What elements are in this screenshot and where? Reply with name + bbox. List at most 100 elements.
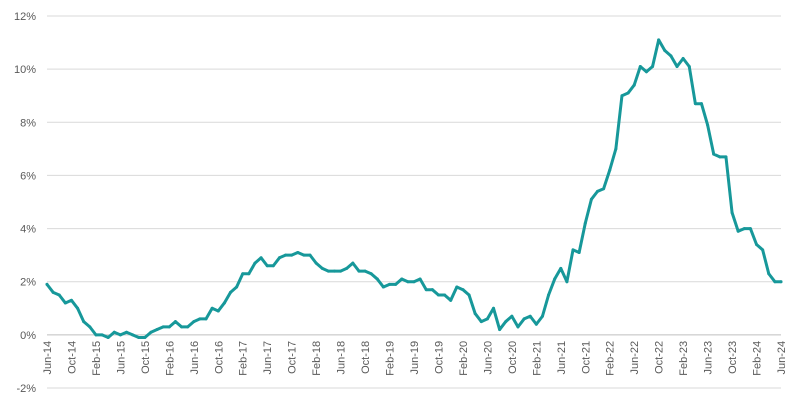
data-point — [351, 261, 355, 265]
y-axis-tick-labels: -2% 0% 2% 4% 6% 8% 10% 12% — [14, 11, 36, 395]
data-point — [467, 293, 471, 297]
data-point — [761, 248, 765, 252]
data-point — [516, 325, 520, 329]
data-point — [100, 333, 104, 337]
data-point — [308, 253, 312, 257]
data-point — [522, 317, 526, 321]
data-point — [131, 333, 135, 337]
x-axis-tick-labels: Jun-14 Oct-14 Feb-15 Jun-15 Oct-15 Feb-16 Jun-… — [42, 341, 788, 376]
data-point — [314, 261, 318, 265]
data-point — [45, 282, 49, 286]
x-tick-label: Oct-21 — [580, 341, 592, 374]
data-point — [510, 314, 514, 318]
data-point — [259, 256, 263, 260]
data-point — [204, 317, 208, 321]
data-point — [363, 269, 367, 273]
x-tick-label: Jun-18 — [336, 341, 348, 375]
x-tick-label: Jun-20 — [482, 341, 494, 375]
data-point — [241, 272, 245, 276]
data-point — [534, 322, 538, 326]
data-point — [540, 314, 544, 318]
data-point — [706, 123, 710, 127]
data-point — [773, 280, 777, 284]
data-point — [424, 288, 428, 292]
data-point — [663, 49, 667, 53]
data-point — [485, 317, 489, 321]
y-tick-label: 8% — [20, 117, 36, 129]
data-point — [602, 187, 606, 191]
y-tick-label: 10% — [14, 64, 36, 76]
data-point — [418, 277, 422, 281]
data-point — [547, 293, 551, 297]
data-point — [638, 64, 642, 68]
data-point — [730, 211, 734, 215]
data-point — [461, 288, 465, 292]
data-point — [779, 280, 783, 284]
data-point — [718, 155, 722, 159]
data-point — [229, 290, 232, 294]
data-point — [620, 94, 624, 98]
gridlines — [47, 15, 781, 389]
data-point — [167, 325, 171, 329]
x-tick-label: Feb-24 — [752, 341, 764, 376]
data-point — [669, 54, 673, 58]
data-point — [675, 64, 679, 68]
data-point — [400, 277, 404, 281]
data-point — [687, 64, 691, 68]
data-point — [88, 325, 92, 329]
x-tick-label: Feb-15 — [91, 341, 103, 376]
y-tick-label: 0% — [20, 330, 36, 342]
data-point — [51, 290, 55, 294]
data-point — [192, 320, 196, 324]
data-point — [412, 280, 416, 284]
data-point — [736, 229, 740, 233]
data-point — [143, 336, 147, 340]
data-point — [94, 333, 98, 337]
data-point — [198, 317, 202, 321]
x-tick-label: Jun-17 — [262, 341, 274, 375]
data-point — [614, 147, 618, 151]
data-point — [492, 306, 496, 310]
x-tick-label: Jun-19 — [409, 341, 421, 375]
series-line — [45, 38, 783, 340]
data-point — [479, 320, 483, 324]
data-point — [357, 269, 361, 273]
y-tick-label: 12% — [14, 11, 36, 23]
x-tick-label: Feb-22 — [605, 341, 617, 376]
data-point — [626, 91, 630, 95]
data-point — [180, 325, 184, 329]
data-point — [155, 328, 159, 332]
data-point — [528, 314, 532, 318]
data-point — [436, 293, 440, 297]
data-point — [644, 70, 648, 74]
data-point — [186, 325, 190, 329]
data-point — [449, 298, 453, 302]
data-point — [235, 285, 239, 289]
y-tick-label: 4% — [20, 224, 36, 236]
data-point — [596, 189, 599, 193]
data-point — [332, 269, 336, 273]
data-point — [149, 330, 153, 334]
y-tick-label: 6% — [20, 170, 36, 182]
data-point — [565, 280, 569, 284]
data-point — [284, 253, 288, 257]
data-point — [69, 298, 73, 302]
data-point — [571, 248, 575, 252]
data-point — [381, 285, 385, 289]
data-point — [498, 328, 502, 332]
data-point — [106, 336, 110, 340]
x-tick-label: Jun-22 — [629, 341, 641, 375]
x-tick-label: Oct-17 — [287, 341, 299, 374]
data-point — [589, 197, 593, 201]
data-point — [216, 309, 220, 313]
data-point — [712, 152, 716, 156]
x-tick-label: Jun-23 — [703, 341, 715, 375]
data-point — [161, 325, 165, 329]
data-point — [296, 250, 300, 254]
data-point — [265, 264, 269, 268]
data-point — [473, 312, 477, 316]
data-point — [173, 320, 177, 324]
data-point — [388, 282, 392, 286]
data-point — [369, 272, 373, 276]
